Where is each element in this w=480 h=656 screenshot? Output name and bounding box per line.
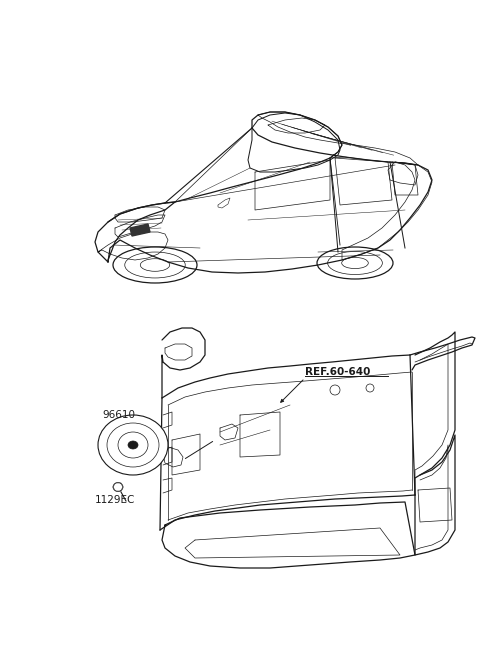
Text: 96610: 96610 xyxy=(102,410,135,420)
Text: REF.60-640: REF.60-640 xyxy=(305,367,371,377)
Polygon shape xyxy=(130,224,150,236)
Ellipse shape xyxy=(128,441,138,449)
Text: 1129EC: 1129EC xyxy=(95,495,135,505)
Ellipse shape xyxy=(98,415,168,475)
